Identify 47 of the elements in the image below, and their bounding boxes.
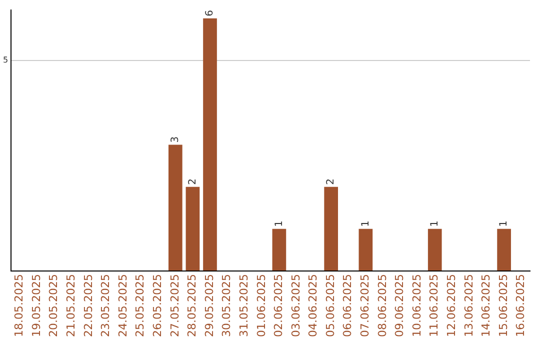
bar	[186, 186, 200, 271]
data-label: 3	[170, 136, 182, 143]
x-tick-label: 08.06.2025	[376, 274, 389, 338]
x-tick-label: 02.06.2025	[272, 274, 286, 338]
x-tick-label: 11.06.2025	[428, 274, 441, 338]
x-tick-label: 14.06.2025	[480, 274, 493, 338]
x-tick-label: 10.06.2025	[410, 274, 424, 338]
bar	[168, 144, 182, 271]
x-tick-label: 12.06.2025	[445, 274, 458, 338]
data-label: 1	[274, 220, 285, 227]
x-tick-label: 23.05.2025	[99, 274, 112, 338]
x-tick-label: 05.06.2025	[324, 274, 337, 338]
y-tick-label: 5	[2, 56, 8, 65]
data-label: 6	[204, 10, 216, 16]
x-tick-label: 25.05.2025	[134, 274, 147, 338]
x-tick-label: 07.06.2025	[358, 274, 372, 338]
bar	[428, 228, 442, 271]
x-tick-label: 29.05.2025	[202, 274, 216, 338]
bar	[203, 18, 217, 271]
x-tick-label: 22.05.2025	[82, 274, 95, 338]
data-label: 1	[429, 220, 440, 227]
x-tick-label: 21.05.2025	[64, 274, 78, 338]
x-tick-label: 15.06.2025	[496, 274, 510, 338]
x-tick-label: 03.06.2025	[289, 274, 302, 338]
bar	[358, 228, 373, 271]
x-tick-label: 28.05.2025	[186, 274, 199, 338]
x-tick-label: 13.06.2025	[462, 274, 476, 338]
x-tick-label: 19.05.2025	[30, 274, 43, 338]
x-tick-label: 24.05.2025	[116, 274, 130, 338]
x-tick-label: 18.05.2025	[12, 274, 26, 338]
data-label: 2	[187, 178, 198, 185]
x-tick-label: 26.05.2025	[150, 274, 164, 338]
x-tick-label: 09.06.2025	[393, 274, 406, 338]
x-tick-label: 01.06.2025	[254, 274, 268, 338]
data-label: 2	[326, 178, 337, 185]
x-tick-label: 31.05.2025	[237, 274, 250, 338]
x-tick-label: 16.06.2025	[514, 274, 528, 338]
x-tick-label: 20.05.2025	[47, 274, 60, 338]
x-tick-label: 06.06.2025	[341, 274, 354, 338]
data-label: 1	[498, 220, 510, 227]
bar	[497, 228, 511, 271]
data-label: 1	[360, 220, 372, 227]
x-tick-label: 27.05.2025	[168, 274, 182, 338]
x-tick-label: 04.06.2025	[306, 274, 320, 338]
x-tick-label: 30.05.2025	[220, 274, 234, 338]
bar	[324, 186, 338, 271]
bar	[272, 228, 286, 271]
